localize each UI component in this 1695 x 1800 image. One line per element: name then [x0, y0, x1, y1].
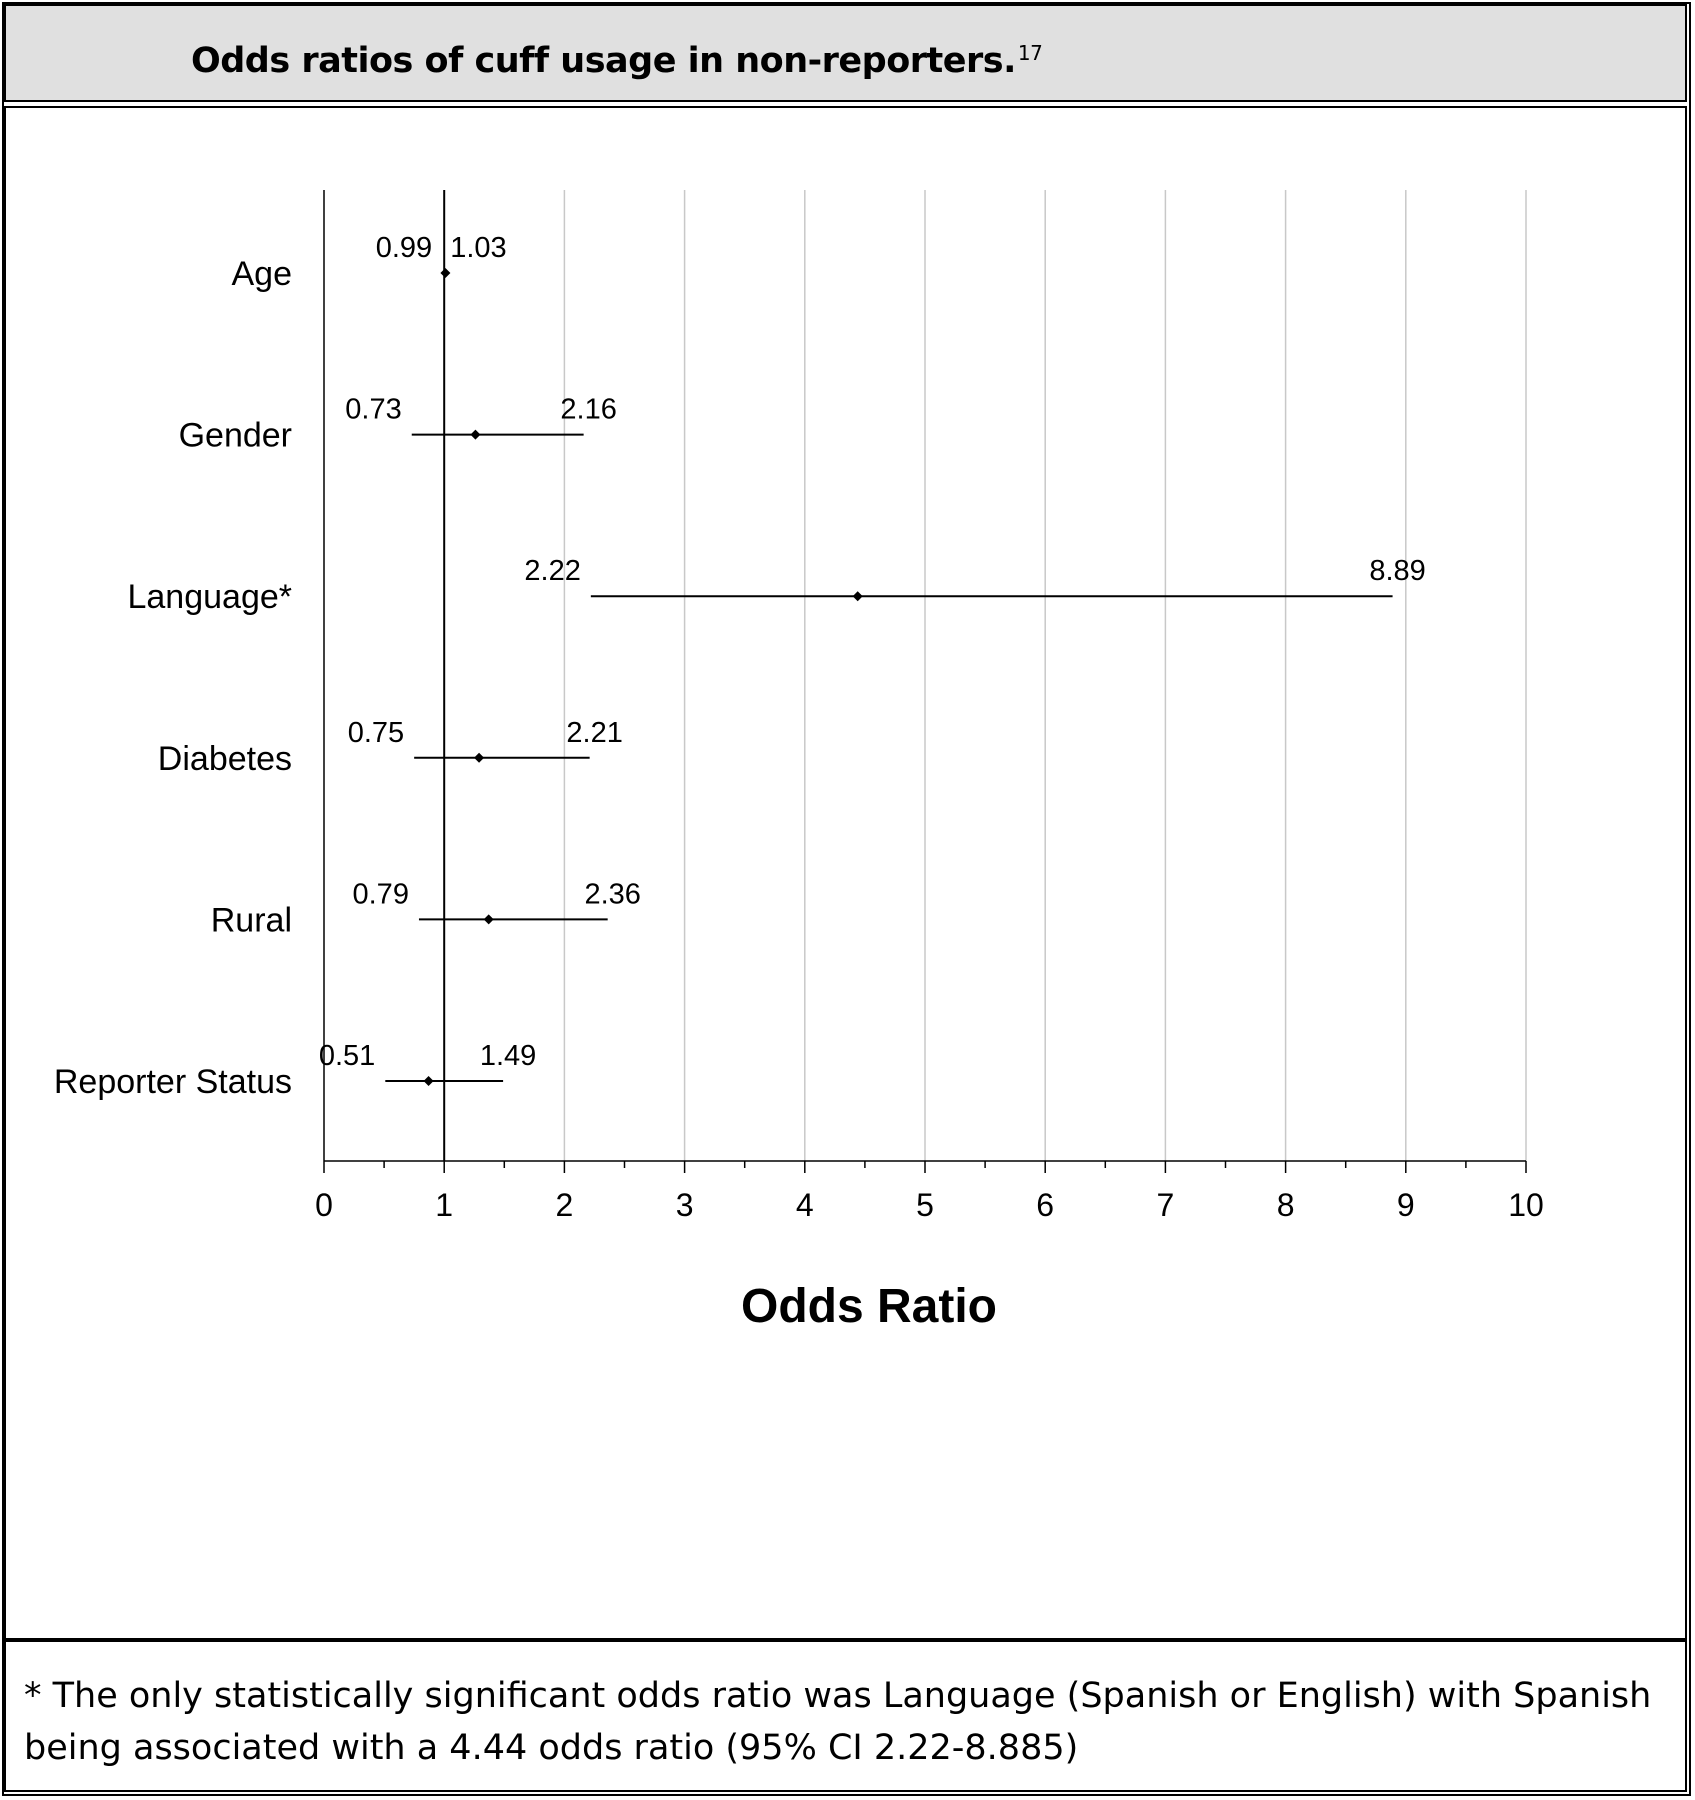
x-tick-label: 1	[435, 1187, 453, 1223]
footnote-panel: * The only statistically significant odd…	[4, 1640, 1687, 1792]
forest-row: Diabetes 0.75 2.21	[158, 717, 623, 778]
forest-row: Rural 0.79 2.36	[211, 878, 641, 939]
ci-lower-label: 0.51	[319, 1040, 375, 1072]
estimate-marker	[474, 752, 485, 763]
x-tick-label: 0	[315, 1187, 333, 1223]
forest-row: Age 0.99 1.03	[232, 232, 507, 293]
figure-title-text: Odds ratios of cuff usage in non-reporte…	[191, 41, 1016, 81]
footnote-text: * The only statistically significant odd…	[24, 1676, 1652, 1768]
x-tick-label: 3	[676, 1187, 694, 1223]
estimate-marker	[483, 914, 494, 925]
row-label: Age	[232, 255, 293, 293]
estimate-marker	[470, 429, 481, 440]
grid-lines	[563, 190, 1527, 1161]
estimate-marker	[852, 591, 863, 602]
x-tick-label: 5	[916, 1187, 934, 1223]
row-label: Rural	[211, 901, 292, 939]
x-tick-label: 4	[796, 1187, 814, 1223]
ci-lower-label: 0.79	[353, 878, 409, 910]
title-bar: Odds ratios of cuff usage in non-reporte…	[4, 4, 1687, 102]
forest-row: Language* 2.22 8.89	[127, 555, 1425, 616]
x-axis: 0 1 2 3 4 5 6 7 8 9 10	[315, 190, 1544, 1223]
ci-lower-label: 2.22	[524, 555, 580, 587]
estimate-marker	[440, 268, 451, 278]
forest-row: Reporter Status 0.51 1.49	[54, 1040, 536, 1101]
row-label: Reporter Status	[54, 1063, 292, 1101]
row-label: Language*	[127, 578, 292, 616]
ci-upper-label: 1.49	[480, 1040, 536, 1072]
figure-title: Odds ratios of cuff usage in non-reporte…	[191, 36, 1043, 86]
x-tick-label: 8	[1277, 1187, 1295, 1223]
x-axis-title: Odds Ratio	[741, 1280, 997, 1333]
ci-upper-label: 2.21	[566, 717, 622, 749]
ci-lower-label: 0.73	[345, 394, 401, 426]
ci-upper-label: 8.89	[1369, 555, 1425, 587]
x-tick-label: 7	[1157, 1187, 1175, 1223]
ci-lower-label: 0.99	[376, 232, 432, 264]
x-tick-label: 6	[1036, 1187, 1054, 1223]
estimate-marker	[423, 1076, 434, 1086]
ci-upper-label: 2.36	[584, 878, 640, 910]
forest-row: Gender 0.73 2.16	[179, 394, 617, 455]
x-tick-label: 9	[1397, 1187, 1415, 1223]
ci-lower-label: 0.75	[348, 717, 404, 749]
x-tick-label: 10	[1508, 1187, 1544, 1223]
ci-upper-label: 1.03	[450, 232, 506, 264]
plot-rows: Age 0.99 1.03 Gender 0.73 2.16 Language* 2.22 8.…	[54, 232, 1426, 1101]
x-tick-label: 2	[556, 1187, 574, 1223]
row-label: Diabetes	[158, 740, 292, 778]
figure-title-reference: 17	[1017, 41, 1043, 65]
ci-upper-label: 2.16	[560, 394, 616, 426]
row-label: Gender	[179, 417, 292, 455]
